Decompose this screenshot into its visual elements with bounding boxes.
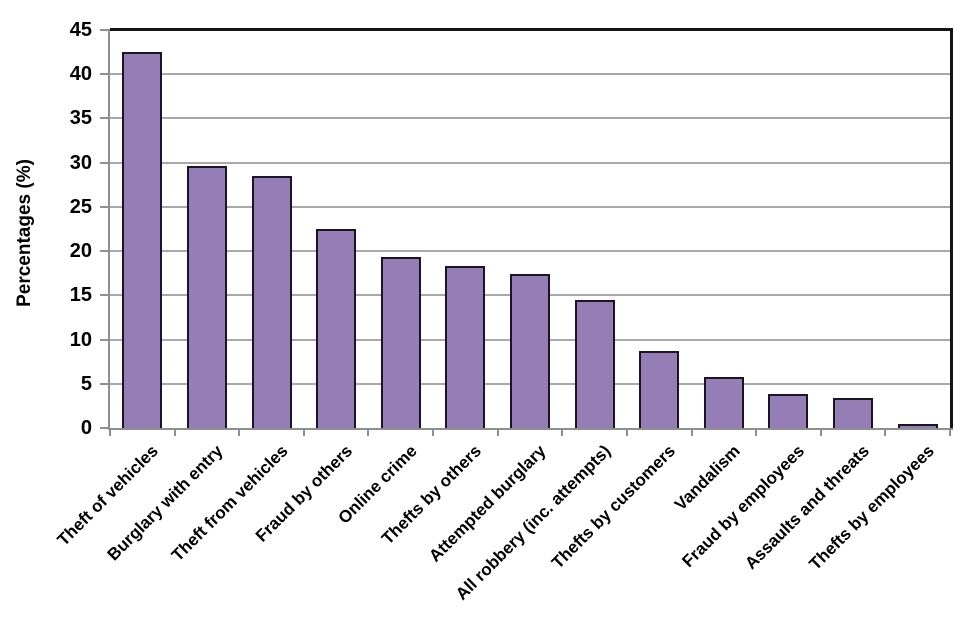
x-category-label-burglary-with-entry: Burglary with entry [103, 441, 227, 565]
gridline-30 [110, 161, 950, 164]
x-tick-5 [432, 428, 435, 436]
x-category-label-theft-from-vehicles: Theft from vehicles [167, 441, 292, 565]
bar-burglary-with-entry [186, 166, 227, 428]
x-category-label-thefts-by-customers: Thefts by customers [547, 441, 679, 573]
x-tick-12 [884, 428, 887, 436]
x-tick-13 [949, 428, 951, 436]
y-axis-line [108, 30, 110, 430]
gridline-20 [110, 250, 950, 253]
x-tick-4 [367, 428, 370, 436]
x-tick-6 [496, 428, 499, 436]
bar-online-crime [380, 257, 421, 428]
y-tick-label-45: 45 [69, 19, 92, 41]
bar-fraud-by-others [316, 229, 357, 428]
bar-theft-of-vehicles [122, 52, 163, 428]
y-tick-5 [100, 382, 110, 385]
x-tick-10 [755, 428, 758, 436]
bar-vandalism [703, 376, 744, 428]
y-tick-label-10: 10 [69, 328, 92, 351]
x-category-label-assaults-and-threats: Assaults and threats [741, 441, 873, 573]
y-tick-0 [100, 427, 110, 429]
plot-frame-top [110, 28, 953, 31]
x-tick-0 [109, 428, 111, 436]
gridline-35 [110, 117, 950, 120]
bar-theft-from-vehicles [251, 175, 292, 428]
x-tick-2 [238, 428, 241, 436]
y-tick-label-20: 20 [69, 240, 92, 263]
x-tick-7 [561, 428, 564, 436]
y-tick-40 [100, 73, 110, 76]
x-axis-line [108, 428, 953, 430]
y-tick-label-0: 0 [80, 417, 92, 439]
y-tick-label-25: 25 [69, 195, 92, 218]
bar-thefts-by-customers [639, 351, 680, 428]
bar-fraud-by-employees [768, 393, 809, 428]
x-tick-1 [173, 428, 176, 436]
y-tick-30 [100, 161, 110, 164]
x-tick-8 [625, 428, 628, 436]
x-tick-3 [302, 428, 305, 436]
y-axis-title: Percentages (%) [14, 159, 35, 307]
x-category-label-fraud-by-employees: Fraud by employees [678, 441, 809, 571]
x-tick-9 [690, 428, 693, 436]
x-category-label-thefts-by-employees: Thefts by employees [805, 441, 938, 574]
y-tick-35 [100, 117, 110, 120]
bar-thefts-by-others [445, 266, 486, 428]
bar-assaults-and-threats [833, 397, 874, 428]
gridline-25 [110, 205, 950, 208]
bar-thefts-by-employees [897, 423, 938, 428]
bar-all-robbery-inc-attempts [574, 299, 615, 428]
y-tick-label-40: 40 [69, 63, 92, 86]
gridline-40 [110, 73, 950, 76]
y-tick-label-30: 30 [69, 151, 92, 174]
plot-frame-right [950, 28, 953, 430]
y-tick-label-35: 35 [69, 107, 92, 130]
bar-attempted-burglary [510, 274, 550, 428]
x-category-label-attempted-burglary: Attempted burglary [425, 441, 550, 566]
y-tick-25 [100, 205, 110, 208]
y-tick-20 [100, 250, 110, 253]
y-tick-10 [100, 338, 110, 341]
y-tick-45 [100, 29, 110, 31]
y-tick-15 [100, 294, 110, 297]
y-tick-label-5: 5 [80, 372, 92, 395]
y-tick-label-15: 15 [69, 284, 92, 307]
x-tick-11 [819, 428, 822, 436]
